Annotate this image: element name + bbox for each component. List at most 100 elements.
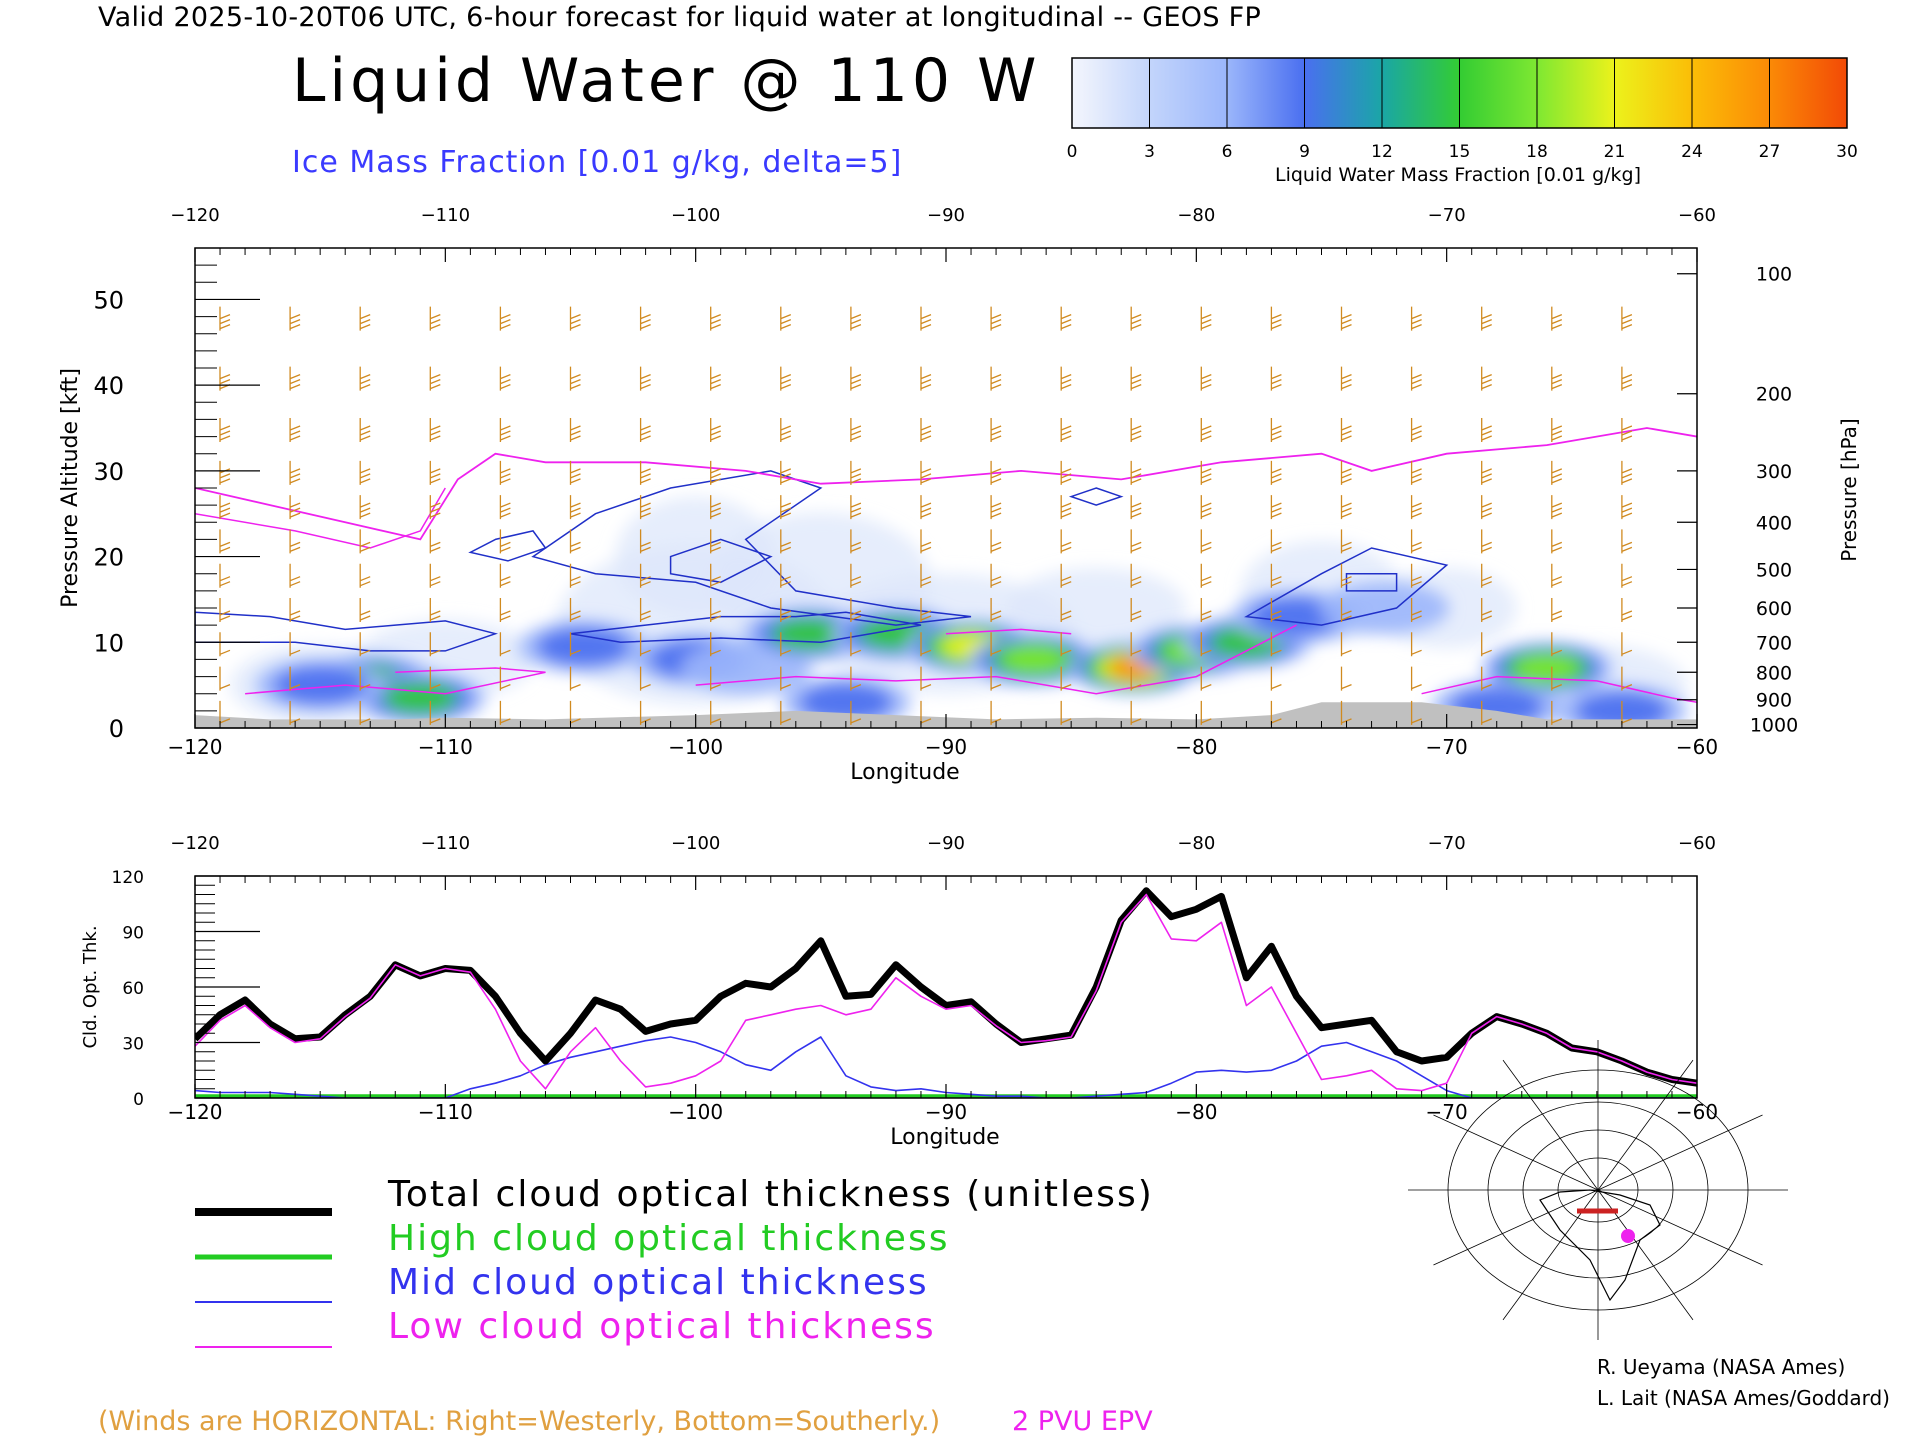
wind-barb: [639, 495, 651, 520]
ice-contour: [195, 611, 499, 652]
liquid-water-cell: [799, 682, 893, 722]
wind-barb: [1130, 700, 1142, 725]
wind-barb: [289, 598, 301, 622]
liquid-water-layer: [255, 582, 1687, 728]
wind-barb: [289, 366, 301, 391]
wind-barb: [429, 418, 441, 442]
wind-barb: [569, 495, 581, 520]
wind-barb: [499, 306, 511, 331]
y-tick-label: 30: [93, 458, 124, 486]
wind-barb: [359, 529, 371, 554]
wind-barb: [1200, 632, 1212, 657]
wind-barb: [1060, 495, 1072, 520]
wind-barb: [1621, 700, 1633, 725]
wind-barb: [850, 598, 862, 622]
epv-contour: [945, 628, 1072, 635]
wind-barb: [359, 495, 371, 520]
wind-barb: [1621, 418, 1633, 442]
wind-barb: [920, 366, 932, 391]
wind-barb: [1060, 418, 1072, 442]
ice-contours: [195, 470, 1449, 652]
wind-barb: [850, 666, 862, 691]
wind-barb: [710, 700, 721, 725]
wind-barb: [499, 529, 511, 554]
wind-barb: [1481, 563, 1492, 588]
wind-barb: [920, 632, 932, 657]
wind-barb: [1551, 460, 1563, 485]
colorbar-label: Liquid Water Mass Fraction [0.01 g/kg]: [1275, 164, 1642, 186]
wind-barb: [920, 529, 932, 554]
wind-barb: [499, 598, 511, 622]
wind-barb: [1340, 495, 1352, 520]
wind-barb: [219, 632, 231, 657]
wind-barb: [1410, 306, 1422, 331]
map-meridian: [1433, 1189, 1599, 1266]
legend-high-label: High cloud optical thickness: [388, 1218, 950, 1259]
pressure-tick-label: 600: [1756, 598, 1792, 620]
wind-barb: [429, 700, 441, 725]
wind-barb: [1060, 460, 1072, 485]
wind-barb: [639, 598, 651, 622]
map-meridian: [1597, 1189, 1763, 1266]
wind-barb: [1551, 306, 1563, 331]
wind-barb: [1410, 529, 1422, 554]
wind-barb: [1340, 563, 1352, 588]
x-tick-label: −80: [1177, 833, 1215, 854]
wind-barb: [920, 666, 932, 691]
y-axis-2: 0 30 60 90 120: [112, 868, 260, 1110]
y-tick-label: 50: [93, 286, 124, 314]
y-tick-label: 60: [122, 979, 144, 999]
wind-barb: [1340, 529, 1352, 554]
wind-barb: [990, 666, 1002, 691]
wind-barb: [1410, 418, 1422, 442]
epv-note: 2 PVU EPV: [1012, 1406, 1153, 1437]
pressure-tick-label: 300: [1756, 461, 1792, 483]
wind-barb: [1340, 598, 1352, 622]
x-tick-label: −60: [1676, 1100, 1718, 1124]
x-tick-label: −90: [927, 833, 965, 854]
wind-barb: [1621, 563, 1633, 588]
map-meridian: [1433, 1114, 1599, 1191]
wind-barb: [219, 598, 231, 622]
x-tick-label: −100: [668, 735, 723, 759]
wind-barb: [1410, 563, 1422, 588]
x-tick-label: −120: [168, 1100, 223, 1124]
x-tick-label: −120: [170, 833, 219, 854]
epv-contour: [195, 427, 1697, 541]
pressure-tick-label: 700: [1756, 632, 1792, 654]
legend-total-label: Total cloud optical thickness (unitless): [388, 1174, 1154, 1215]
x-tick-label: −110: [421, 205, 470, 226]
liquid-water-cell: [273, 665, 367, 705]
x-tick-label: −80: [1175, 1100, 1217, 1124]
pressure-tick-label: 100: [1756, 264, 1792, 286]
wind-barb: [990, 495, 1002, 520]
ice-contour: [468, 530, 547, 562]
wind-barb: [1410, 460, 1422, 485]
wind-barb: [429, 460, 441, 485]
wind-barb: [1410, 700, 1422, 725]
ice-contour: [570, 611, 922, 644]
wind-barb: [429, 666, 441, 691]
wind-barb: [1481, 366, 1492, 391]
y-tick-label: 0: [133, 1090, 144, 1110]
wind-barb: [429, 306, 441, 331]
wind-barb: [1130, 366, 1142, 391]
wind-barb: [1270, 418, 1282, 442]
wind-barb: [1481, 460, 1492, 485]
wind-barb: [780, 366, 792, 391]
wind-barb: [359, 366, 371, 391]
wind-barb: [1410, 632, 1422, 657]
wind-barb: [1551, 418, 1563, 442]
ylabel-left: Pressure Altitude [kft]: [58, 368, 83, 608]
wind-barb: [1621, 495, 1633, 520]
wind-barb: [780, 495, 792, 520]
ice-contour: [669, 538, 773, 584]
top-axis-2: −120 −110 −100 −90 −80 −70 −60: [170, 833, 1716, 890]
wind-barb: [429, 529, 441, 554]
wind-barb: [499, 366, 511, 391]
wind-barb: [359, 460, 371, 485]
pressure-tick-label: 900: [1756, 690, 1792, 712]
wind-barb: [780, 632, 792, 657]
wind-barb: [1551, 495, 1563, 520]
wind-barb: [1060, 306, 1072, 331]
